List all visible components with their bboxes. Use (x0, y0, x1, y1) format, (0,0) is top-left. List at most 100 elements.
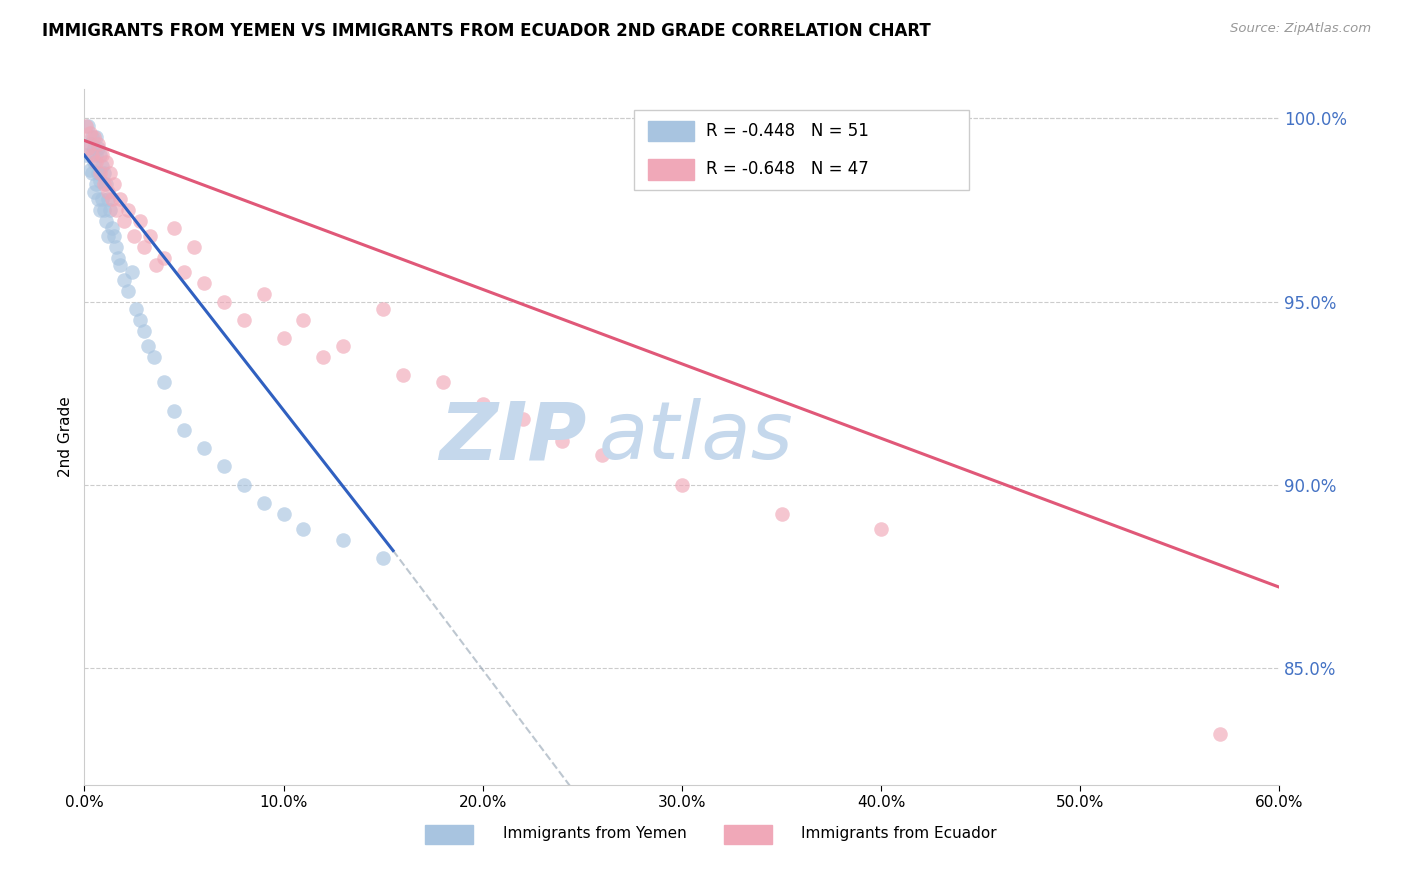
Point (89, 166, 111, 180)
Text: Immigrants from Yemen: Immigrants from Yemen (503, 826, 686, 841)
Bar (648, 159, 695, 179)
Point (87, 141, 110, 155)
Point (551, 434, 574, 448)
Point (105, 240, 128, 254)
Point (392, 368, 415, 382)
Text: IMMIGRANTS FROM YEMEN VS IMMIGRANTS FROM ECUADOR 2ND GRADE CORRELATION CHART: IMMIGRANTS FROM YEMEN VS IMMIGRANTS FROM… (42, 22, 931, 40)
Point (121, 265, 143, 279)
Point (97, 185, 120, 199)
Point (101, 221, 124, 235)
Point (86, 148, 108, 162)
Point (86, 129, 108, 144)
Point (1209, 727, 1232, 741)
Bar (425, 824, 472, 844)
Point (373, 301, 395, 316)
Point (83, 129, 105, 144)
Point (212, 459, 235, 474)
Point (89, 202, 111, 217)
Point (110, 192, 132, 206)
Point (332, 533, 354, 547)
Point (253, 287, 276, 301)
Point (93, 178, 115, 192)
Point (107, 251, 129, 265)
Point (91, 148, 114, 162)
Point (153, 251, 176, 265)
Text: Immigrants from Ecuador: Immigrants from Ecuador (801, 826, 997, 841)
Point (292, 313, 315, 327)
Point (132, 240, 156, 254)
Point (83, 141, 105, 155)
Point (87, 166, 110, 180)
Point (125, 301, 148, 316)
Text: atlas: atlas (599, 398, 793, 476)
Point (96, 214, 118, 228)
Point (86, 155, 108, 169)
Point (312, 350, 335, 364)
Point (122, 228, 145, 243)
Point (86, 178, 108, 192)
Point (105, 202, 128, 217)
Point (117, 202, 139, 217)
Point (373, 550, 395, 565)
Point (89, 174, 111, 188)
Point (103, 228, 125, 243)
Point (332, 338, 354, 352)
Point (112, 214, 135, 228)
Text: Source: ZipAtlas.com: Source: ZipAtlas.com (1230, 22, 1371, 36)
Point (83, 185, 105, 199)
Point (96, 155, 118, 169)
Point (193, 441, 215, 455)
Point (163, 404, 186, 418)
Point (232, 313, 254, 327)
Point (75, 148, 97, 162)
Point (79, 126, 101, 140)
Point (103, 178, 125, 192)
Point (136, 338, 159, 352)
Point (139, 228, 162, 243)
Bar (724, 824, 772, 844)
Point (97, 228, 120, 243)
Point (173, 265, 195, 279)
Point (93, 202, 115, 217)
Point (292, 522, 315, 536)
Point (129, 313, 152, 327)
Point (77, 141, 100, 155)
Point (671, 477, 693, 491)
Point (232, 477, 254, 491)
Point (87, 137, 110, 152)
Point (193, 277, 215, 291)
FancyBboxPatch shape (634, 110, 969, 190)
Point (432, 375, 454, 389)
Point (145, 258, 167, 272)
Point (87, 192, 110, 206)
Point (110, 258, 132, 272)
Point (93, 166, 115, 180)
Point (870, 522, 893, 536)
Point (183, 240, 205, 254)
Point (143, 350, 166, 364)
Point (512, 411, 534, 425)
Bar (648, 120, 695, 141)
Point (79, 162, 101, 177)
Point (273, 507, 295, 521)
Text: ZIP: ZIP (439, 398, 586, 476)
Point (75, 119, 97, 133)
Point (97, 192, 120, 206)
Point (98, 166, 121, 180)
Point (82, 148, 104, 162)
Point (591, 449, 613, 463)
Text: R = -0.448   N = 51: R = -0.448 N = 51 (706, 122, 869, 140)
Point (163, 221, 186, 235)
Point (112, 272, 135, 286)
Y-axis label: 2nd Grade: 2nd Grade (58, 397, 73, 477)
Point (273, 331, 295, 345)
Point (83, 155, 105, 169)
Point (471, 397, 494, 411)
Point (77, 119, 100, 133)
Point (89, 148, 111, 162)
Point (132, 324, 156, 338)
Text: R = -0.648   N = 47: R = -0.648 N = 47 (706, 161, 869, 178)
Point (82, 166, 104, 180)
Point (101, 192, 124, 206)
Point (79, 137, 101, 152)
